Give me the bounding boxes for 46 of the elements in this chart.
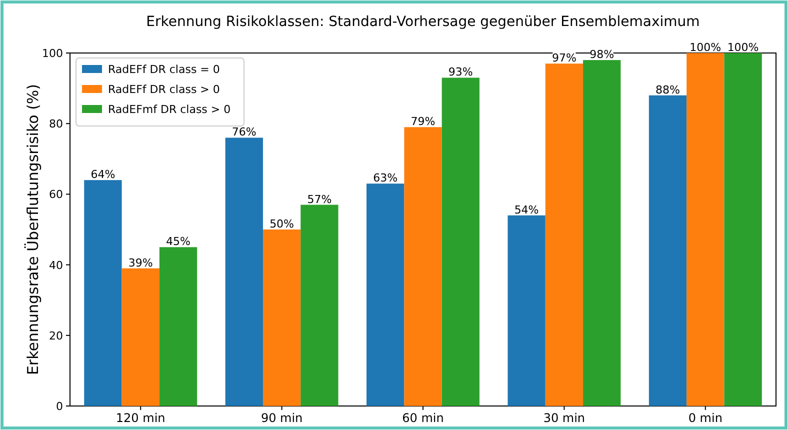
data-label: 93%: [448, 66, 473, 79]
data-label: 79%: [410, 115, 436, 128]
bar: [404, 127, 442, 406]
x-tick-label: 30 min: [543, 411, 586, 425]
x-tick-label: 0 min: [688, 411, 722, 425]
legend-label: RadEFf DR class = 0: [108, 63, 220, 76]
bar: [225, 138, 263, 406]
chart-title: Erkennung Risikoklassen: Standard-Vorhersage gegenüber Ensemblemaximum: [146, 14, 700, 30]
bar: [508, 215, 546, 406]
legend-label: RadEFmf DR class > 0: [108, 103, 231, 116]
bar: [262, 230, 301, 406]
bar: [159, 247, 198, 406]
y-tick-label: 0: [56, 400, 63, 413]
y-tick-label: 100: [42, 47, 63, 60]
data-label: 54%: [514, 203, 539, 216]
data-label: 97%: [552, 52, 576, 65]
y-tick-label: 80: [49, 118, 63, 131]
data-label: 63%: [373, 172, 398, 185]
data-label: 98%: [590, 48, 614, 62]
y-tick-label: 20: [49, 329, 63, 342]
bar: [122, 268, 160, 406]
bar: [300, 204, 338, 406]
y-tick-label: 40: [49, 258, 63, 272]
legend-label: RadEFf DR class > 0: [108, 83, 220, 96]
x-tick-label: 120 min: [116, 411, 166, 425]
bar: [686, 53, 724, 406]
bar: [724, 53, 762, 406]
data-label: 39%: [128, 256, 153, 270]
bar: [583, 60, 621, 406]
data-label: 64%: [90, 168, 116, 182]
x-tick-label: 60 min: [402, 411, 444, 425]
data-label: 57%: [307, 192, 332, 206]
data-label: 50%: [270, 218, 294, 230]
bar: [366, 184, 404, 406]
data-label: 76%: [232, 126, 256, 139]
bar: [545, 64, 584, 406]
bar: [442, 78, 480, 406]
data-label: 100%: [727, 41, 759, 54]
data-label: 88%: [656, 83, 680, 96]
bar: [648, 95, 687, 406]
data-label: 100%: [690, 41, 722, 54]
y-axis-title: Erkennungsrate Überflutungsrisiko (%): [24, 84, 42, 376]
y-tick-label: 60: [49, 188, 63, 202]
data-label: 45%: [166, 235, 190, 248]
x-tick-label: 90 min: [260, 411, 303, 425]
bar: [84, 180, 122, 406]
